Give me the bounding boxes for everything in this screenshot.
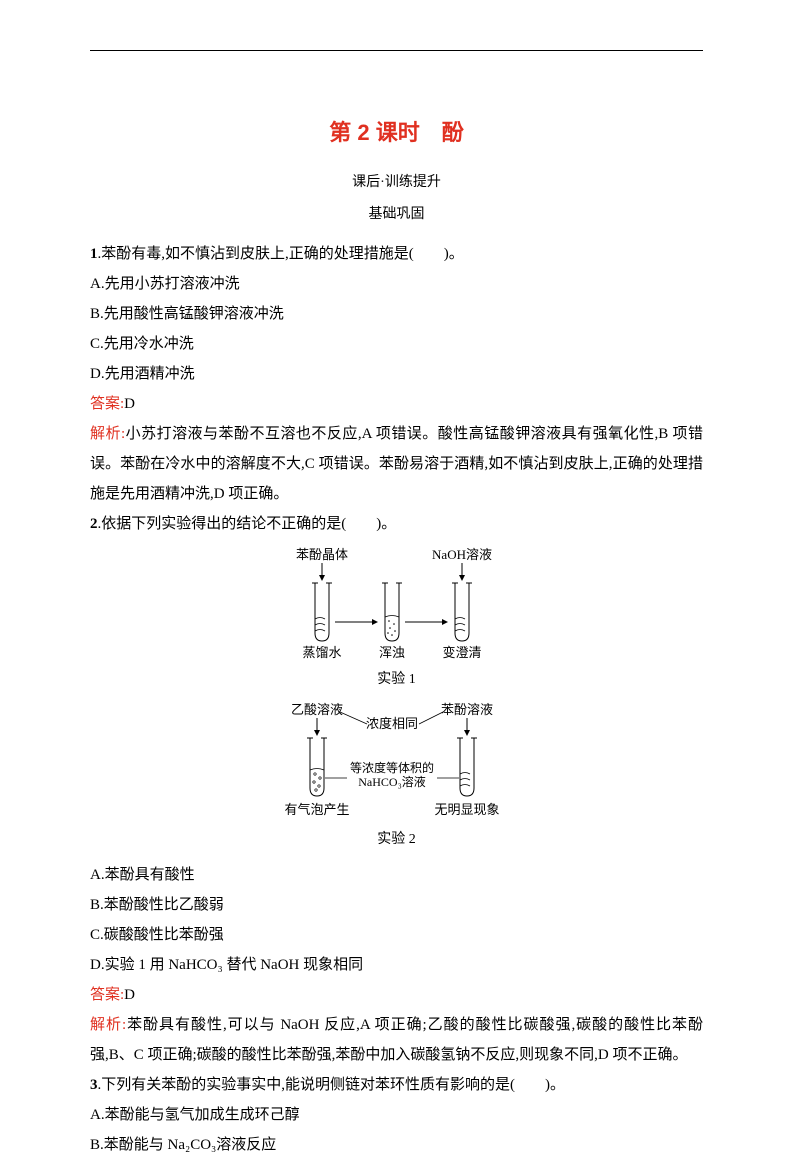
q2-option-c: C.碳酸酸性比苯酚强: [90, 920, 703, 950]
experiment-2-svg: 乙酸溶液 苯酚溶液 浓度相同: [267, 702, 527, 822]
d1-label-bottom-3: 变澄清: [442, 645, 481, 660]
d2-mid-text2: NaHCO₃溶液: [358, 774, 426, 789]
d2-label-bottom-right: 无明显现象: [434, 802, 499, 817]
d1-label-top-left: 苯酚晶体: [295, 547, 347, 562]
q3-number: 3: [90, 1077, 98, 1093]
experiment-2-diagram: 乙酸溶液 苯酚溶液 浓度相同: [90, 702, 703, 822]
q3-stem: .下列有关苯酚的实验事实中,能说明侧链对苯环性质有影响的是( )。: [98, 1077, 566, 1093]
d2-label-top-left: 乙酸溶液: [290, 702, 342, 717]
experiment-2-caption: 实验 2: [90, 826, 703, 854]
d2-label-mid-top: 浓度相同: [365, 716, 417, 731]
page-title: 第 2 课时 酚: [90, 111, 703, 155]
q1-stem: .苯酚有毒,如不慎沾到皮肤上,正确的处理措施是( )。: [98, 246, 464, 262]
q2-answer: D: [124, 987, 135, 1003]
q2-option-d: D.实验 1 用 NaHCO₃ 替代 NaOH 现象相同: [90, 950, 703, 980]
q2-option-a: A.苯酚具有酸性: [90, 860, 703, 890]
subtitle: 课后·训练提升: [90, 169, 703, 197]
q1-analysis: 小苏打溶液与苯酚不互溶也不反应,A 项错误。酸性高锰酸钾溶液具有强氧化性,B 项…: [90, 426, 703, 502]
q1-option-d: D.先用酒精冲洗: [90, 359, 703, 389]
q2-number: 2: [90, 516, 98, 532]
q3-option-a: A.苯酚能与氢气加成生成环己醇: [90, 1100, 703, 1130]
q1-option-a: A.先用小苏打溶液冲洗: [90, 269, 703, 299]
question-2: 2.依据下列实验得出的结论不正确的是( )。 苯酚晶体 NaOH溶液: [90, 509, 703, 1070]
q1-number: 1: [90, 246, 98, 262]
experiment-1-diagram: 苯酚晶体 NaOH溶液: [90, 547, 703, 662]
top-rule: [90, 50, 703, 51]
question-3: 3.下列有关苯酚的实验事实中,能说明侧链对苯环性质有影响的是( )。 A.苯酚能…: [90, 1070, 703, 1160]
q2-stem: .依据下列实验得出的结论不正确的是( )。: [98, 516, 397, 532]
experiment-1-caption: 实验 1: [90, 666, 703, 694]
d2-label-top-right: 苯酚溶液: [440, 702, 492, 717]
q1-option-c: C.先用冷水冲洗: [90, 329, 703, 359]
q2-analysis-label: 解析:: [90, 1017, 126, 1033]
d1-label-top-right: NaOH溶液: [432, 547, 492, 562]
d2-mid-text1: 等浓度等体积的: [349, 760, 433, 775]
q2-analysis: 苯酚具有酸性,可以与 NaOH 反应,A 项正确;乙酸的酸性比碳酸强,碳酸的酸性…: [90, 1017, 703, 1063]
q1-analysis-label: 解析:: [90, 426, 125, 442]
section-label: 基础巩固: [90, 201, 703, 229]
q1-answer: D: [124, 396, 135, 412]
experiment-1-svg: 苯酚晶体 NaOH溶液: [272, 547, 522, 662]
q3-option-b: B.苯酚能与 Na₂CO₃溶液反应: [90, 1130, 703, 1160]
d1-label-bottom-1: 蒸馏水: [302, 645, 341, 660]
q1-option-b: B.先用酸性高锰酸钾溶液冲洗: [90, 299, 703, 329]
question-1: 1.苯酚有毒,如不慎沾到皮肤上,正确的处理措施是( )。 A.先用小苏打溶液冲洗…: [90, 239, 703, 509]
q1-answer-label: 答案:: [90, 396, 124, 412]
d2-label-bottom-left: 有气泡产生: [284, 802, 349, 817]
d1-label-bottom-2: 浑浊: [378, 645, 404, 660]
q2-answer-label: 答案:: [90, 987, 124, 1003]
q2-option-b: B.苯酚酸性比乙酸弱: [90, 890, 703, 920]
